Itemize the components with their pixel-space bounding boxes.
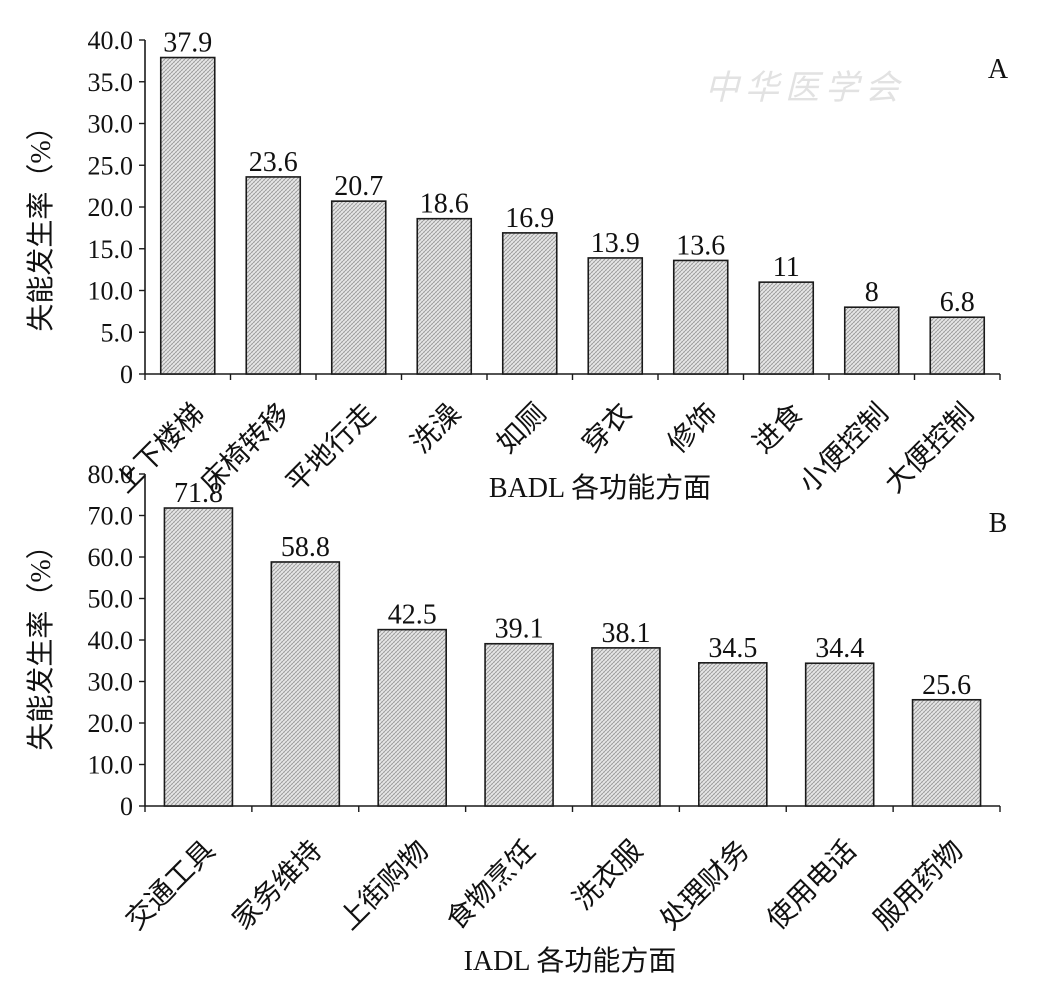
bar [843, 306, 900, 375]
data-label: 71.8 [174, 478, 223, 509]
panel-label: A [988, 54, 1009, 85]
y-axis-title: 失能发生率（%） [25, 531, 57, 750]
bar [672, 259, 729, 375]
data-label: 42.5 [388, 600, 437, 631]
data-label: 25.6 [922, 670, 971, 701]
panel-label: B [989, 508, 1008, 539]
y-tick-label: 25.0 [88, 151, 134, 180]
x-axis-title: BADL 各功能方面 [489, 472, 711, 504]
bar [270, 561, 341, 807]
y-tick-label: 50.0 [88, 585, 134, 614]
category-label: 修饰 [661, 397, 723, 459]
y-tick-label: 5.0 [101, 318, 134, 347]
category-label: 服用药物 [868, 834, 970, 936]
category-label: 穿衣 [576, 397, 638, 459]
bar [377, 628, 447, 807]
category-label: 洗衣服 [567, 834, 649, 916]
data-label: 6.8 [940, 287, 975, 318]
bar [929, 316, 986, 375]
bar [591, 647, 661, 807]
y-tick-label: 20.0 [88, 709, 134, 738]
y-tick-label: 0 [120, 360, 133, 389]
category-label: 上街购物 [333, 834, 435, 936]
category-label: 使用电话 [761, 834, 863, 936]
category-label: 小便控制 [793, 397, 895, 499]
y-tick-label: 40.0 [88, 626, 134, 655]
bar [163, 507, 234, 807]
category-label: 如厕 [490, 397, 552, 459]
y-tick-label: 10.0 [88, 277, 134, 306]
data-label: 37.9 [163, 28, 212, 59]
category-label: 平地行走 [280, 397, 382, 499]
y-tick-label: 40.0 [88, 26, 134, 55]
data-label: 20.7 [334, 171, 383, 202]
bar [416, 217, 473, 375]
bar [484, 642, 554, 807]
x-axis-title: IADL 各功能方面 [464, 945, 677, 976]
category-label: 处理财务 [654, 834, 756, 936]
category-label: 家务维持 [226, 834, 328, 936]
y-tick-label: 70.0 [88, 502, 134, 531]
category-label: 大便控制 [878, 397, 980, 499]
data-label: 16.9 [505, 203, 554, 234]
bar [501, 232, 558, 375]
data-label: 8 [865, 277, 879, 308]
y-tick-label: 30.0 [88, 110, 134, 139]
category-label: 食物烹饪 [440, 834, 542, 936]
watermark: 中华医学会 [705, 70, 905, 107]
y-tick-label: 0 [120, 792, 133, 821]
category-label: 洗澡 [405, 397, 467, 459]
y-tick-label: 80.0 [88, 460, 134, 489]
bar [587, 257, 644, 375]
y-tick-label: 20.0 [88, 193, 134, 222]
category-label: 交通工具 [120, 834, 222, 936]
y-tick-label: 60.0 [88, 543, 134, 572]
bar [245, 176, 302, 375]
data-label: 34.4 [815, 633, 864, 664]
y-tick-label: 10.0 [88, 751, 134, 780]
bar [698, 662, 768, 807]
bar [758, 281, 815, 375]
y-tick-label: 35.0 [88, 68, 134, 97]
data-label: 13.9 [591, 228, 640, 259]
bar [911, 698, 982, 807]
y-axis-title: 失能发生率（%） [25, 112, 57, 331]
bar [159, 56, 216, 375]
data-label: 34.5 [708, 633, 757, 664]
y-tick-label: 30.0 [88, 668, 134, 697]
data-label: 18.6 [420, 189, 469, 220]
data-label: 13.6 [676, 230, 725, 261]
data-label: 23.6 [249, 147, 298, 178]
data-label: 58.8 [281, 532, 330, 563]
y-tick-label: 15.0 [88, 235, 134, 264]
data-label: 11 [773, 252, 800, 283]
panel-b: 0 10.0 20.0 30.0 40.0 50.0 60.0 70.0 80.0 71.8 交通工… [25, 460, 1008, 977]
data-label: 38.1 [601, 618, 650, 649]
category-label: 进食 [747, 397, 809, 459]
bar [330, 200, 387, 375]
data-label: 39.1 [495, 614, 544, 645]
bar [804, 662, 875, 807]
